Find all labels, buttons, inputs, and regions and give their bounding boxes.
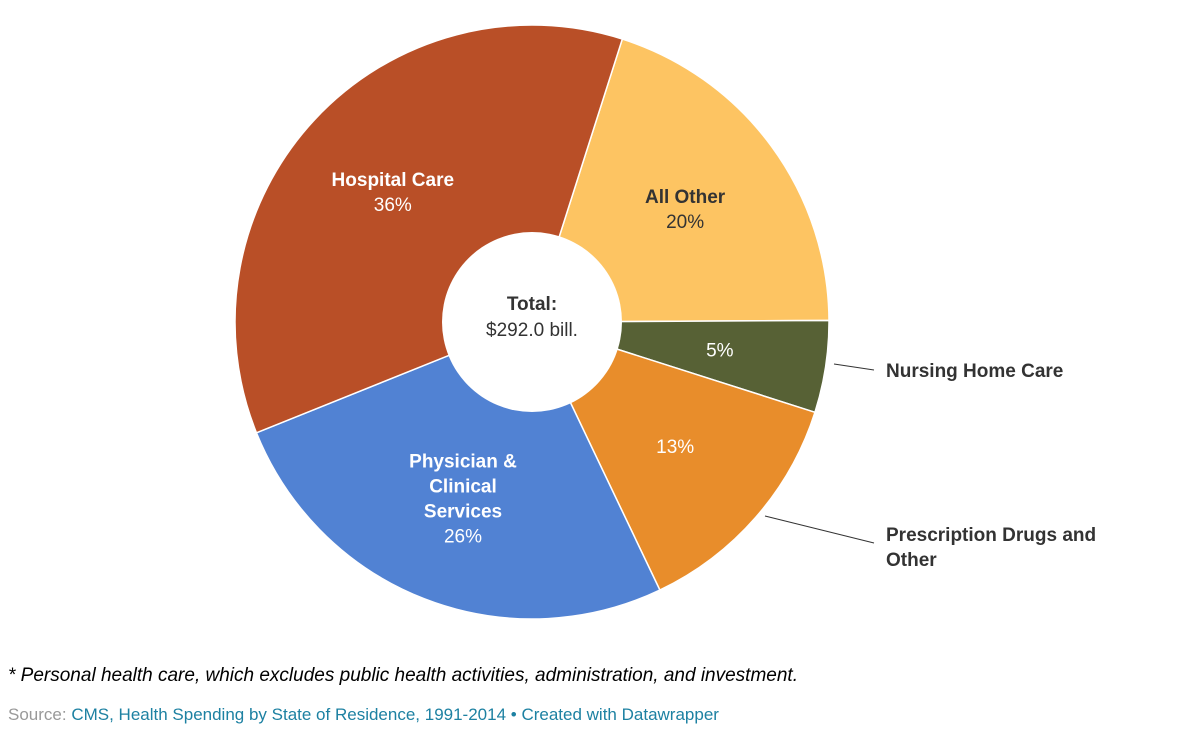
slice-name: All Other bbox=[645, 187, 726, 208]
slice-label-hospital-care: Hospital Care 36% bbox=[332, 170, 454, 216]
slice-percent: 26% bbox=[444, 527, 482, 548]
slice-label-nursing-home-care: 5% bbox=[706, 341, 734, 362]
slice-name: Physician & bbox=[409, 452, 517, 473]
slice-prescription-drugs-and-other bbox=[530, 320, 816, 592]
leader-line-prescription-drugs-and-other bbox=[764, 515, 875, 544]
source-link[interactable]: CMS, Health Spending by State of Residen… bbox=[71, 705, 507, 724]
slice-name: Clinical bbox=[429, 477, 497, 498]
slice-hospital-care bbox=[234, 24, 624, 434]
source-prefix: Source: bbox=[8, 705, 72, 724]
slice-name: Services bbox=[424, 502, 502, 523]
source-line: Source: CMS, Health Spending by State of… bbox=[8, 705, 719, 725]
donut-hole bbox=[442, 232, 622, 412]
slice-name: Hospital Care bbox=[332, 170, 454, 191]
center-total-title: Total: bbox=[507, 294, 557, 315]
footnote: * Personal health care, which excludes p… bbox=[8, 665, 798, 686]
center-total-value: $292.0 bill. bbox=[486, 320, 578, 341]
external-label-prescription-drugs-and-other: Prescription Drugs and Other bbox=[886, 525, 1096, 571]
external-label-nursing-home-care: Nursing Home Care bbox=[886, 361, 1063, 382]
slice-label-prescription-drugs-and-other: 13% bbox=[656, 437, 694, 458]
slice-percent: 20% bbox=[666, 212, 704, 233]
slice-all-other bbox=[530, 38, 830, 323]
slice-label-physician-and-clinical-services: Physician & Clinical Services 26% bbox=[409, 452, 517, 548]
donut-chart: All Other 20% 5% Nursing Home Care 13% Prescr… bbox=[234, 24, 1096, 620]
datawrapper-credit-link[interactable]: Created with Datawrapper bbox=[521, 705, 719, 724]
slice-percent: 13% bbox=[656, 437, 694, 458]
slice-percent: 36% bbox=[374, 195, 412, 216]
leader-line-nursing-home-care bbox=[833, 363, 875, 371]
slice-label-all-other: All Other 20% bbox=[645, 187, 726, 233]
slice-percent: 5% bbox=[706, 341, 734, 362]
source-separator: • bbox=[506, 705, 522, 724]
